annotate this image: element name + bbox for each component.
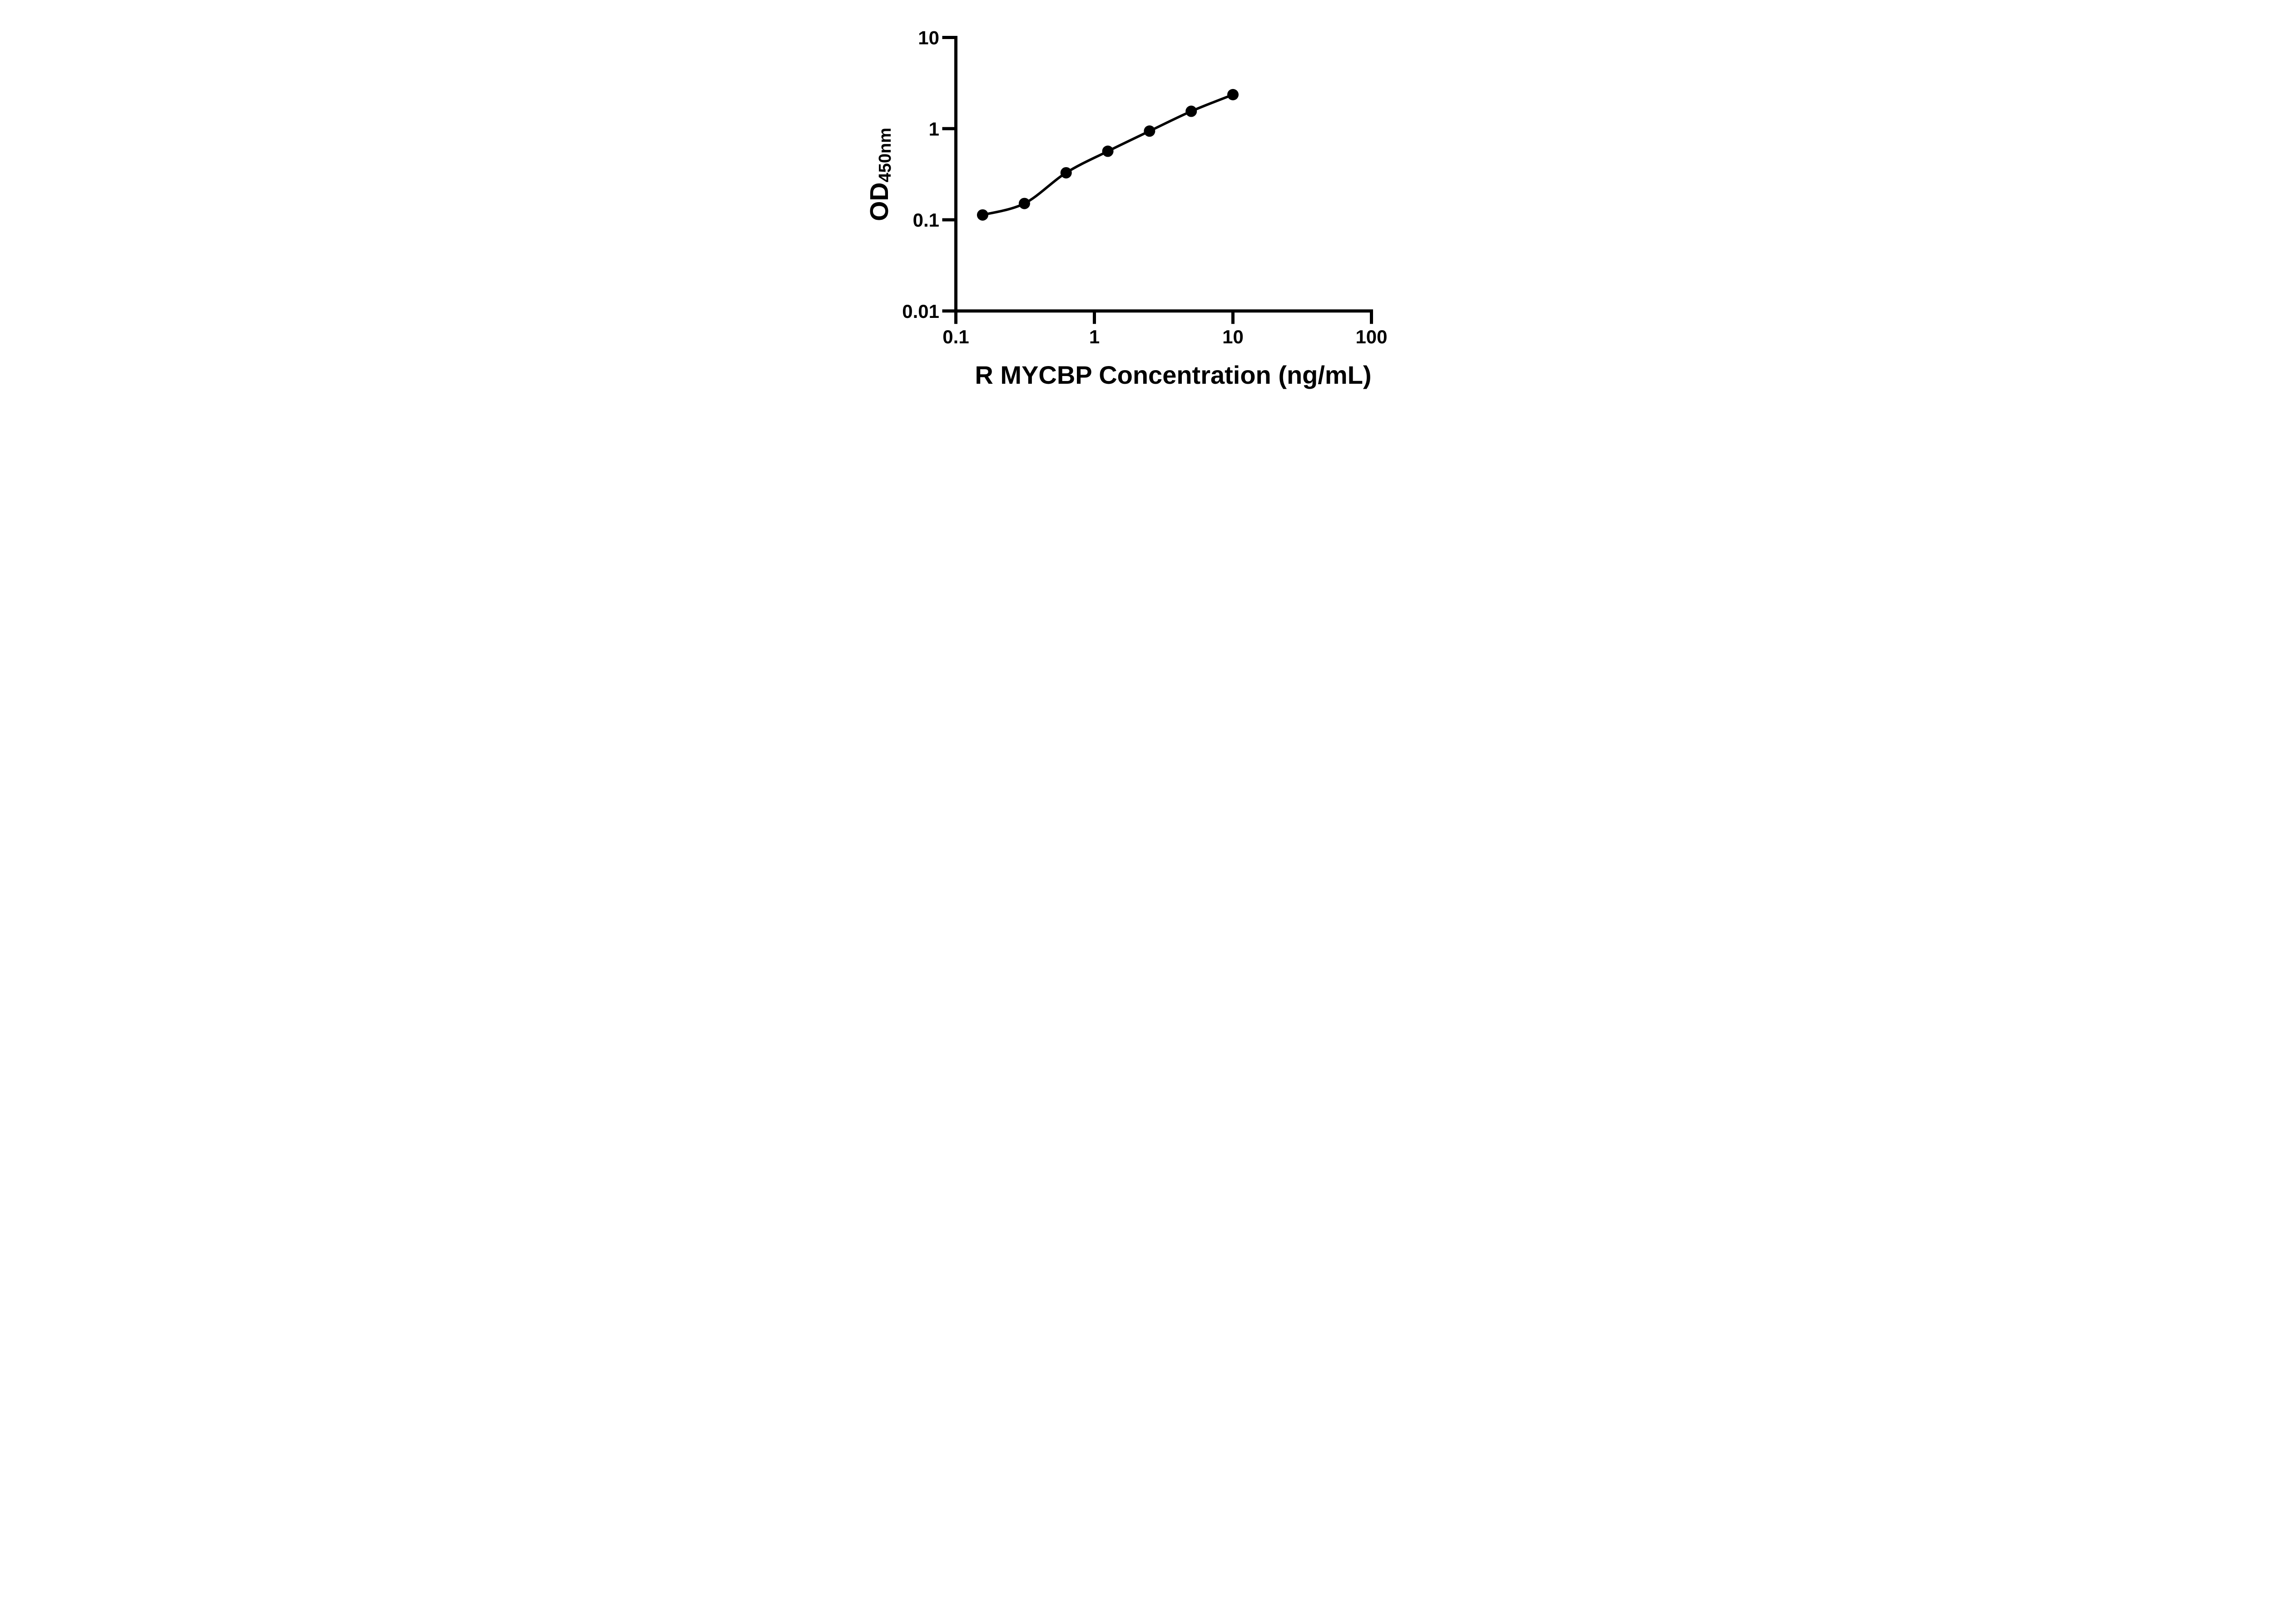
x-tick-label-10: 10 (1222, 326, 1244, 347)
data-point-x-10 (1227, 89, 1239, 100)
data-point-x-5 (1185, 105, 1197, 117)
data-point-x-0.3125 (1018, 198, 1030, 209)
data-point-x-0.156 (977, 209, 988, 221)
data-point-x-1.25 (1102, 145, 1114, 157)
x-tick-label-1: 1 (1089, 326, 1100, 347)
y-tick-label-1: 1 (929, 118, 939, 139)
y-axis-title: OD450nm (864, 128, 895, 221)
y-tick-label-10: 10 (918, 27, 939, 49)
y-tick-label-0.01: 0.01 (902, 301, 939, 322)
x-axis-title: R MYCBP Concentration (ng/mL) (975, 361, 1372, 389)
y-axis-title-subscript: 450nm (876, 128, 895, 183)
elisa-standard-curve-figure: 10 1 0.1 0.01 0.1 1 10 100 R MYCBP Concentratio… (843, 0, 1428, 406)
x-tick-label-0.1: 0.1 (942, 326, 969, 347)
x-tick-label-100: 100 (1355, 326, 1387, 347)
y-axis-title-main: OD (865, 182, 894, 221)
y-tick-label-0.1: 0.1 (913, 209, 939, 231)
data-point-x-2.5 (1144, 125, 1155, 137)
data-point-x-0.625 (1060, 167, 1072, 178)
